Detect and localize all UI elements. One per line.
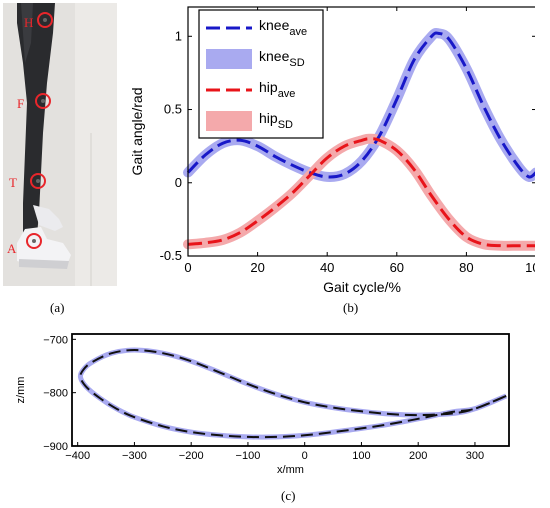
plot-frame-b <box>187 6 535 257</box>
x-tick-label-c: 0 <box>302 450 308 462</box>
panel-label-c: (c) <box>281 488 296 503</box>
photo-markers: H F T A <box>3 3 117 286</box>
marker-f-label: F <box>17 96 25 111</box>
marker-f <box>35 93 51 109</box>
y-tick-label-b: 0.5 <box>164 102 182 117</box>
marker-h-dot <box>43 18 47 22</box>
series-ave-line-0 <box>186 31 535 179</box>
marker-f-dot <box>41 99 45 103</box>
legend-entry-sub-1: SD <box>289 57 304 69</box>
panel-label-a: (a) <box>50 300 65 315</box>
panel-label-b: (b) <box>343 300 359 315</box>
legend-entry-sub-0: ave <box>289 26 307 38</box>
series-ave-line-1 <box>187 137 535 248</box>
x-axis-label-b: Gait cycle/% <box>323 279 401 295</box>
legend-entry-base-0: knee <box>259 17 290 33</box>
x-tick-label-c: −200 <box>179 450 204 462</box>
x-tick-label-c: −300 <box>122 450 147 462</box>
legend-entry-sub-2: ave <box>278 88 296 100</box>
legend-entry-2: hipave <box>259 79 295 100</box>
y-tick-label-b: 0 <box>175 175 182 190</box>
plot-frame-c <box>71 333 510 447</box>
legend-entry-base-2: hip <box>259 79 278 95</box>
legend-swatch-1 <box>206 49 252 69</box>
y-tick-label-b: -0.5 <box>160 248 182 263</box>
x-tick-label-c: 200 <box>409 450 427 462</box>
x-tick-label-b: 40 <box>320 260 334 275</box>
marker-a-dot <box>32 239 36 243</box>
x-tick-label-c: 100 <box>352 450 370 462</box>
x-tick-label-b: 0 <box>184 260 191 275</box>
marker-a-label: A <box>7 241 17 256</box>
marker-a <box>26 233 42 249</box>
subject-leg-photo: H F T A <box>3 3 117 286</box>
trajectory-chart: −400 −300 −200 −100 0 100 200 300 −700 −800 −900 x/… <box>15 333 510 476</box>
y-tick-label-c: −700 <box>43 334 68 346</box>
y-axis-label-c: z/mm <box>15 377 27 404</box>
legend-entry-0: kneeave <box>259 17 307 38</box>
x-tick-label-c: 300 <box>466 450 484 462</box>
legend-entry-1: kneeSD <box>259 48 305 69</box>
legend-entry-sub-3: SD <box>278 119 293 131</box>
y-tick-label-b: 1 <box>175 28 182 43</box>
leg-photo-illustration <box>3 3 117 286</box>
x-tick-label-c: −400 <box>65 450 90 462</box>
legend-entry-base-3: hip <box>259 110 278 126</box>
marker-h <box>37 12 53 28</box>
marker-h-label: H <box>24 15 34 30</box>
legend-entry-3: hipSD <box>259 110 293 131</box>
x-tick-label-b: 100 <box>525 260 535 275</box>
y-axis-label-b: Gait angle/rad <box>129 88 145 176</box>
y-tick-label-c: −800 <box>43 388 68 400</box>
x-tick-label-b: 20 <box>250 260 264 275</box>
x-tick-label-c: −100 <box>236 450 261 462</box>
legend-swatch-3 <box>206 111 252 131</box>
marker-t <box>30 173 46 189</box>
x-axis-label-c: x/mm <box>277 464 304 476</box>
marker-t-label: T <box>9 175 17 190</box>
marker-t-dot <box>36 179 40 183</box>
trajectory-ave-line <box>79 348 507 439</box>
legend-entry-base-1: knee <box>259 48 290 64</box>
y-tick-label-c: −900 <box>43 441 68 453</box>
x-tick-label-b: 60 <box>390 260 404 275</box>
x-tick-label-b: 80 <box>459 260 473 275</box>
